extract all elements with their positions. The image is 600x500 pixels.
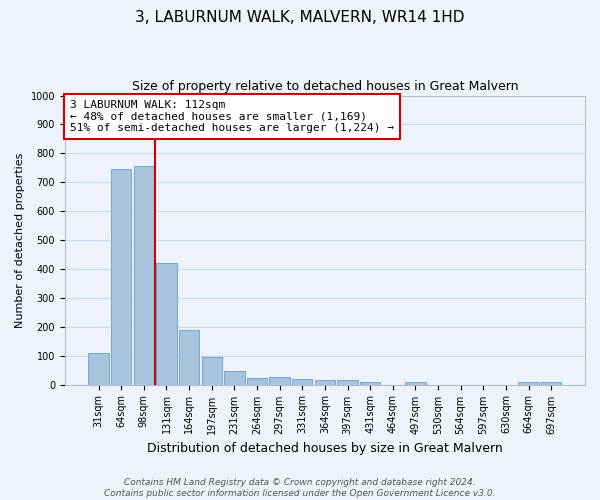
- Bar: [518, 382, 539, 384]
- Title: Size of property relative to detached houses in Great Malvern: Size of property relative to detached ho…: [131, 80, 518, 93]
- Bar: [360, 382, 380, 384]
- Bar: [541, 382, 562, 384]
- Text: 3 LABURNUM WALK: 112sqm
← 48% of detached houses are smaller (1,169)
51% of semi: 3 LABURNUM WALK: 112sqm ← 48% of detache…: [70, 100, 394, 133]
- Bar: [179, 330, 199, 384]
- Bar: [157, 263, 176, 384]
- Bar: [224, 371, 245, 384]
- Bar: [247, 378, 267, 384]
- Bar: [134, 166, 154, 384]
- Bar: [337, 380, 358, 384]
- Text: Contains HM Land Registry data © Crown copyright and database right 2024.
Contai: Contains HM Land Registry data © Crown c…: [104, 478, 496, 498]
- Bar: [111, 170, 131, 384]
- Bar: [202, 356, 222, 384]
- X-axis label: Distribution of detached houses by size in Great Malvern: Distribution of detached houses by size …: [147, 442, 503, 455]
- Bar: [269, 377, 290, 384]
- Text: 3, LABURNUM WALK, MALVERN, WR14 1HD: 3, LABURNUM WALK, MALVERN, WR14 1HD: [135, 10, 465, 25]
- Bar: [88, 353, 109, 384]
- Bar: [405, 382, 425, 384]
- Y-axis label: Number of detached properties: Number of detached properties: [15, 152, 25, 328]
- Bar: [315, 380, 335, 384]
- Bar: [292, 379, 313, 384]
